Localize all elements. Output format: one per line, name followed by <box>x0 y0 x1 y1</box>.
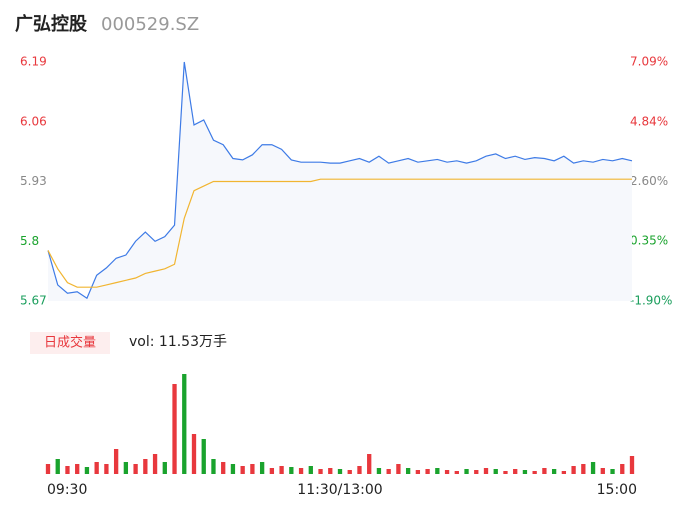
volume-bar <box>493 469 498 474</box>
volume-bar <box>396 464 401 474</box>
volume-bar <box>182 374 187 474</box>
volume-bar <box>386 469 391 474</box>
volume-bar <box>581 464 586 474</box>
volume-bar <box>454 471 459 474</box>
volume-bar <box>551 469 557 474</box>
volume-bar <box>503 471 508 474</box>
volume-bar <box>367 454 372 474</box>
volume-bar <box>376 468 382 474</box>
volume-bar <box>221 462 226 474</box>
volume-bar <box>522 470 528 474</box>
volume-text: vol: 11.53万手 <box>129 334 227 350</box>
y2-tick-label: 4.84% <box>630 114 668 128</box>
stock-code: 000529.SZ <box>101 14 199 35</box>
volume-bar <box>104 464 109 474</box>
y-tick-label: 5.8 <box>20 234 39 248</box>
volume-bar <box>230 464 236 474</box>
volume-legend: 日成交量 <box>44 335 96 351</box>
y2-tick-label: 0.35% <box>630 234 668 248</box>
volume-bar <box>75 464 80 474</box>
volume-bar <box>435 468 440 474</box>
y-tick-label: 6.19 <box>20 55 47 69</box>
volume-bar <box>513 469 518 474</box>
price-line <box>47 61 633 300</box>
volume-bar <box>337 469 343 474</box>
volume-bar <box>474 470 479 474</box>
volume-bar <box>347 470 352 474</box>
volume-bar <box>444 470 450 474</box>
y-tick-label: 5.67 <box>20 294 47 308</box>
volume-bar <box>620 464 625 474</box>
volume-bar <box>211 459 216 474</box>
volume-bar <box>425 469 430 474</box>
volume-bar <box>405 468 411 474</box>
volume-bar <box>45 464 51 474</box>
volume-bar <box>532 471 537 474</box>
y2-tick-label: -1.90% <box>630 294 672 308</box>
volume-bar <box>600 468 605 474</box>
volume-bar <box>201 439 206 474</box>
volume-bar <box>415 470 421 474</box>
y2-tick-label: 7.09% <box>630 55 668 69</box>
volume-bar <box>298 468 304 474</box>
volume-bar <box>308 466 313 474</box>
average-line <box>47 178 632 288</box>
volume-bar <box>279 466 284 474</box>
volume-bar <box>571 466 576 474</box>
volume-bar <box>94 462 99 474</box>
volume-bar <box>289 467 294 474</box>
volume-bar <box>123 462 129 474</box>
volume-bar <box>162 462 167 474</box>
volume-bar <box>629 456 635 474</box>
x-tick-label: 11:30/13:00 <box>297 482 382 498</box>
volume-bar <box>542 468 547 474</box>
volume-bar <box>84 467 90 474</box>
y-tick-label: 5.93 <box>20 174 47 188</box>
volume-bar <box>240 466 245 474</box>
volume-bar <box>133 464 138 474</box>
volume-bar <box>328 468 333 474</box>
volume-bar <box>65 466 70 474</box>
volume-bar <box>483 468 489 474</box>
volume-bar <box>55 459 60 474</box>
volume-bar <box>250 464 255 474</box>
volume-bar <box>318 469 323 474</box>
volume-bar <box>143 459 148 474</box>
price-area <box>48 62 632 301</box>
volume-bar <box>152 454 158 474</box>
volume-bar <box>357 466 362 474</box>
volume-bar <box>269 468 275 474</box>
x-tick-label: 09:30 <box>47 482 87 498</box>
volume-bar <box>113 449 119 474</box>
stock-name: 广弘控股 <box>15 13 88 35</box>
volume-bar <box>464 469 469 474</box>
volume-bar <box>191 434 197 474</box>
legend-box <box>30 332 110 354</box>
volume-bar <box>172 384 177 474</box>
x-tick-label: 15:00 <box>597 482 637 498</box>
y2-tick-label: 2.60% <box>630 174 668 188</box>
volume-bar <box>610 469 615 474</box>
volume-bar <box>561 471 567 474</box>
volume-bar <box>590 462 596 474</box>
y-tick-label: 6.06 <box>20 114 47 128</box>
volume-bar <box>259 462 265 474</box>
